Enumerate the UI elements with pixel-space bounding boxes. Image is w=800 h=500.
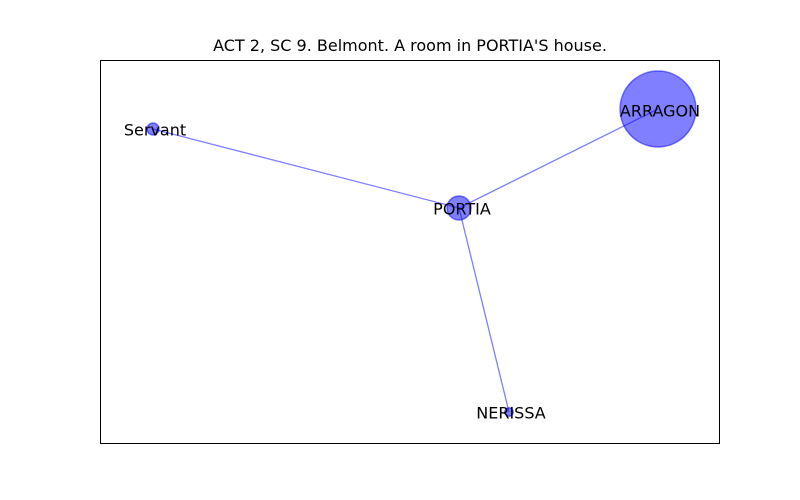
node-label-servant: Servant: [124, 121, 186, 140]
plot-frame: [100, 60, 720, 444]
node-arragon: [619, 70, 697, 148]
node-label-arragon: ARRAGON: [620, 102, 700, 121]
edges-layer: [152, 108, 659, 413]
chart-title: ACT 2, SC 9. Belmont. A room in PORTIA'S…: [213, 36, 607, 55]
edge-servant-portia: [152, 128, 460, 209]
nodes-layer: [146, 70, 697, 417]
labels-layer: Servant PORTIA ARRAGON NERISSA: [124, 102, 700, 423]
node-servant: [146, 122, 160, 136]
node-nerissa: [504, 407, 514, 417]
node-label-nerissa: NERISSA: [476, 404, 546, 423]
node-portia: [446, 195, 472, 221]
edge-portia-nerissa: [458, 207, 510, 413]
node-label-portia: PORTIA: [433, 200, 491, 219]
